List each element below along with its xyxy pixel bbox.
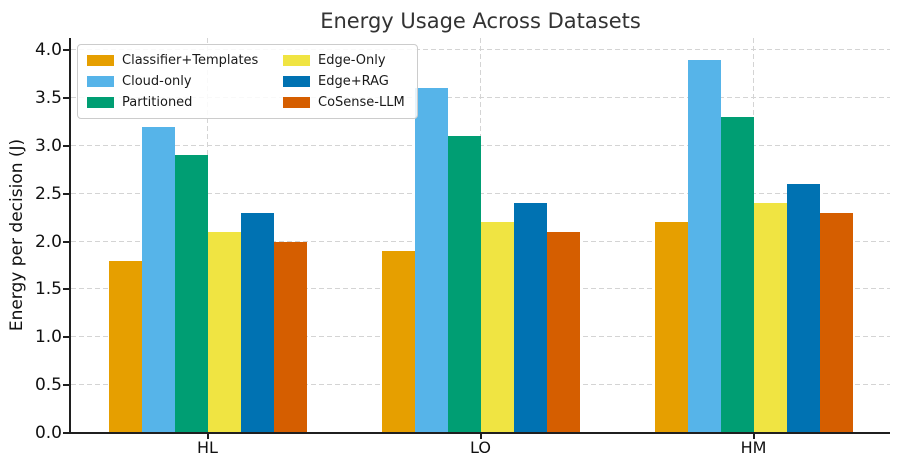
y-tick-mark	[63, 384, 70, 387]
bar	[546, 231, 580, 433]
bar	[447, 136, 481, 433]
y-tick-label: 1.5	[34, 279, 62, 300]
bar	[480, 222, 514, 433]
bar	[273, 241, 307, 433]
legend-item: Edge+RAG	[283, 71, 405, 92]
legend-label: Edge-Only	[318, 53, 386, 68]
bar	[381, 251, 415, 433]
bar	[141, 126, 175, 433]
bar	[819, 212, 853, 433]
y-tick-mark	[63, 192, 70, 195]
y-tick-mark	[63, 144, 70, 147]
legend-swatch-icon	[87, 76, 114, 87]
bar	[687, 59, 721, 433]
legend-label: CoSense-LLM	[318, 95, 405, 110]
y-tick-mark	[63, 96, 70, 99]
x-tick-mark	[479, 434, 482, 439]
chart-title: Energy Usage Across Datasets	[320, 9, 641, 33]
x-tick-mark	[752, 434, 755, 439]
x-axis-spine	[69, 432, 890, 434]
y-tick-label: 0.0	[34, 423, 62, 443]
legend-item: Classifier+Templates	[87, 50, 283, 71]
bar	[414, 88, 448, 433]
legend: Classifier+Templates Edge-Only Cloud-only E…	[77, 44, 418, 119]
legend-item: Partitioned	[87, 92, 283, 113]
plot-area	[71, 38, 890, 433]
bar	[786, 184, 820, 433]
legend-swatch-icon	[87, 97, 114, 108]
bar	[174, 155, 208, 433]
y-tick-mark	[63, 49, 70, 51]
legend-label: Cloud-only	[122, 74, 192, 89]
legend-item: CoSense-LLM	[283, 92, 405, 113]
x-tick-mark	[206, 434, 209, 439]
bar	[108, 260, 142, 433]
legend-swatch-icon	[283, 97, 310, 108]
legend-swatch-icon	[87, 55, 114, 66]
legend-swatch-icon	[283, 55, 310, 66]
x-tick-label: HM	[740, 438, 767, 457]
bar	[720, 117, 754, 433]
x-tick-label: LO	[470, 438, 491, 457]
bar	[513, 203, 547, 433]
y-tick-label: 4.0	[34, 40, 62, 60]
legend-item: Edge-Only	[283, 50, 405, 71]
legend-swatch-icon	[283, 76, 310, 87]
y-tick-label: 1.0	[34, 327, 62, 348]
bar	[207, 231, 241, 433]
y-tick-label: 2.0	[34, 231, 62, 252]
y-tick-label: 0.5	[34, 375, 62, 396]
bar	[240, 212, 274, 433]
y-tick-label: 3.0	[34, 135, 62, 156]
legend-label: Edge+RAG	[318, 74, 389, 89]
bar	[654, 222, 688, 433]
y-tick-label: 3.5	[34, 87, 62, 108]
y-tick-mark	[63, 240, 70, 243]
y-tick-label: 2.5	[34, 183, 62, 204]
y-tick-mark	[63, 336, 70, 339]
y-tick-mark	[63, 288, 70, 291]
x-tick-label: HL	[197, 438, 218, 457]
legend-label: Classifier+Templates	[122, 53, 259, 68]
y-tick-mark	[63, 432, 70, 434]
legend-item: Cloud-only	[87, 71, 283, 92]
bar	[753, 203, 787, 433]
legend-label: Partitioned	[122, 95, 193, 110]
y-axis-spine	[69, 38, 71, 434]
